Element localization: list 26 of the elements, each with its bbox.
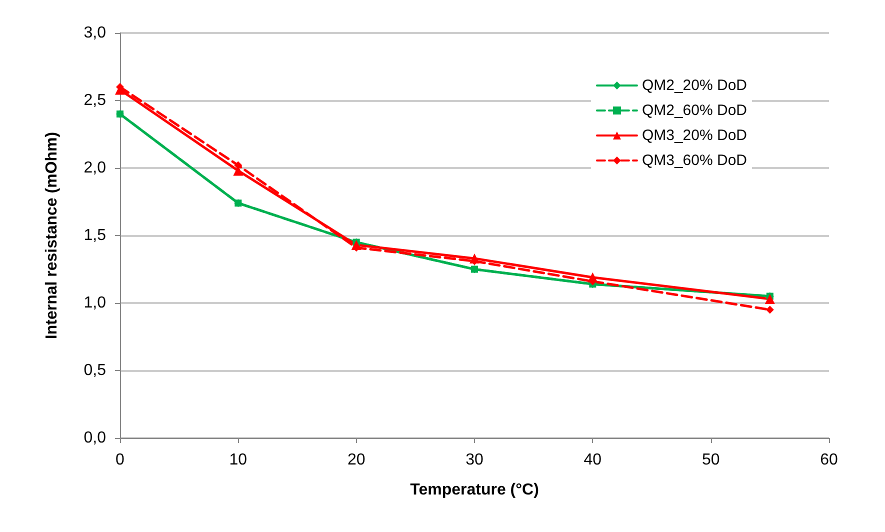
legend-label: QM2_20% DoD <box>642 77 748 94</box>
y-tick-label: 0,0 <box>84 430 106 446</box>
x-tick-label: 30 <box>466 452 484 468</box>
x-tick-label: 0 <box>116 452 125 468</box>
y-tick-label: 1,5 <box>84 227 106 244</box>
x-tick-label: 60 <box>820 452 838 468</box>
legend-label: QM2_60% DoD <box>642 102 748 119</box>
y-tick-label: 1,0 <box>84 294 106 312</box>
y-tick-label: 2,0 <box>84 160 106 176</box>
y-tick-label: 3,0 <box>84 24 106 42</box>
x-tick-label: 50 <box>702 452 720 468</box>
point <box>471 266 478 273</box>
legend-label: QM3_20% DoD <box>642 127 748 144</box>
point <box>766 306 774 314</box>
point <box>116 110 124 118</box>
y-axis-title: Internal resistance (mOhm) <box>44 132 60 340</box>
x-tick-label: 20 <box>347 452 366 468</box>
point <box>764 294 775 304</box>
x-axis-title: Temperature (°C) <box>410 482 539 498</box>
y-tick-label: 0,5 <box>84 362 106 379</box>
x-tick-label: 40 <box>584 452 602 468</box>
y-tick-label: 2,5 <box>84 92 106 109</box>
point <box>234 200 242 207</box>
x-tick-label: 10 <box>229 452 248 468</box>
legend-label: QM3_60% DoD <box>642 152 748 169</box>
point <box>234 161 242 170</box>
